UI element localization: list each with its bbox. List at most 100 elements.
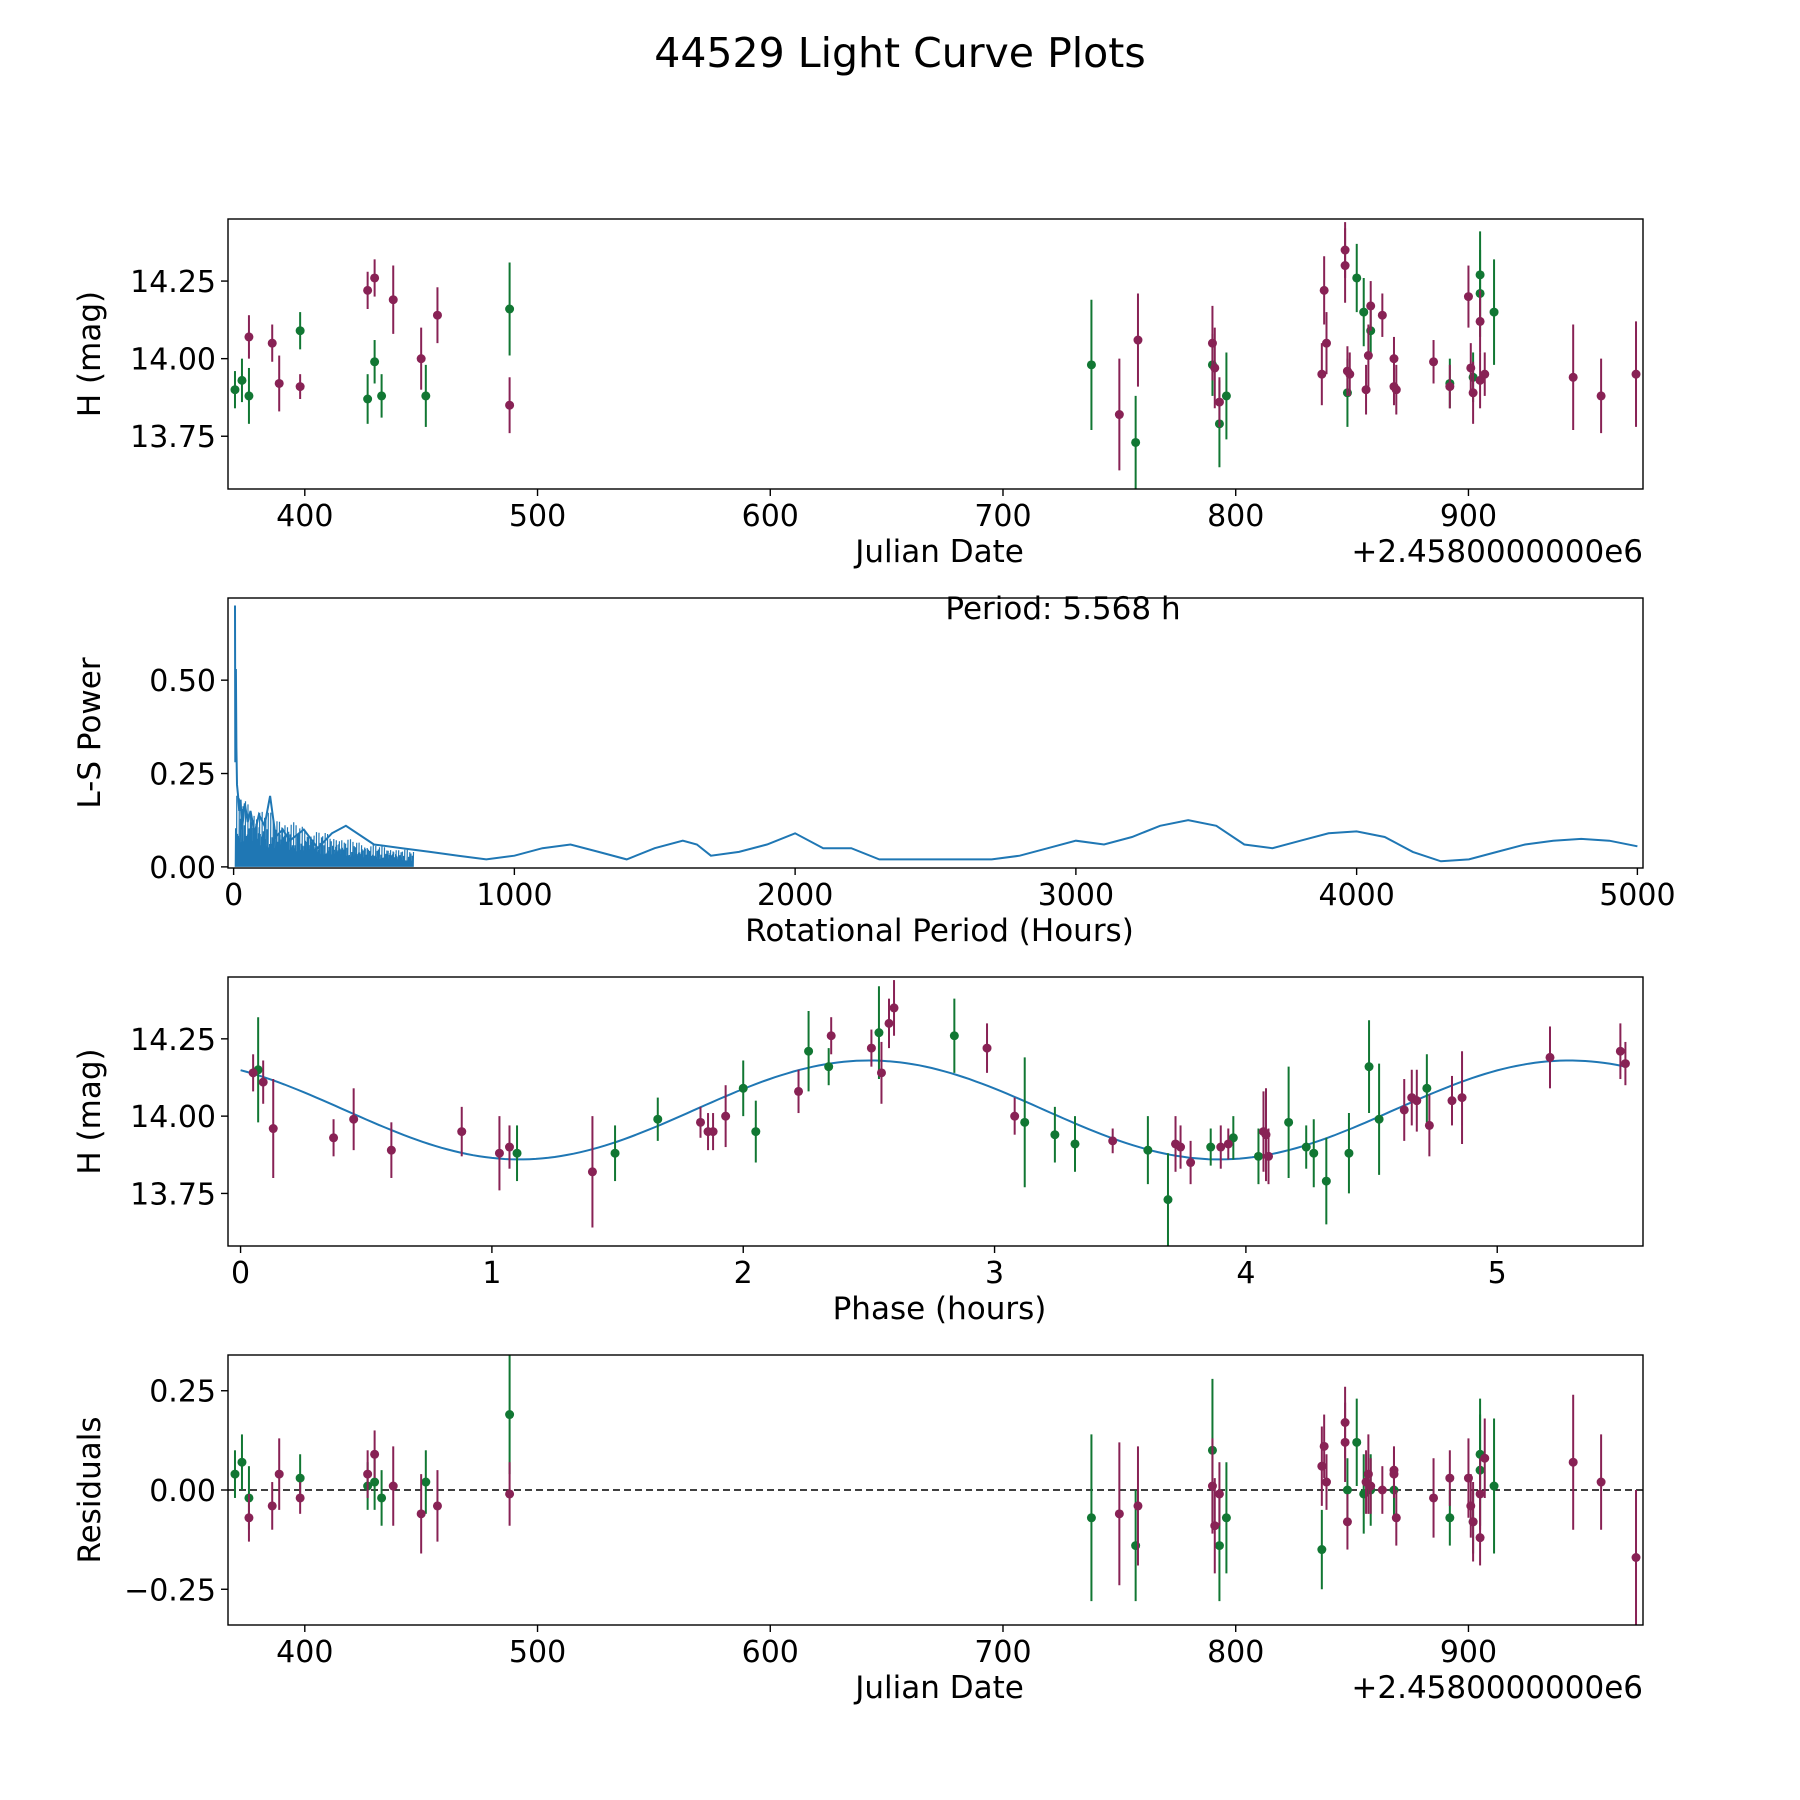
r-data-point xyxy=(1322,339,1331,348)
x-tick-label: 900 xyxy=(1440,1635,1497,1670)
x-tick-label: 1000 xyxy=(476,878,552,913)
g-data-point xyxy=(751,1127,760,1136)
r-data-point xyxy=(370,273,379,282)
g-data-point xyxy=(1087,360,1096,369)
x-tick-label: 500 xyxy=(509,499,566,534)
r-data-point xyxy=(890,1003,899,1012)
r-data-point xyxy=(387,1146,396,1155)
g-data-point xyxy=(230,1470,239,1479)
r-data-point xyxy=(1364,351,1373,360)
r-data-point xyxy=(505,1489,514,1498)
y-tick-label: 13.75 xyxy=(130,1177,216,1212)
g-data-point xyxy=(296,1474,305,1483)
phased-panel: 0 1 2 3 4 5 13.75 14.00 14.25 Phase (hours) H (mag… xyxy=(72,977,1643,1327)
y-tick-label: −0.25 xyxy=(124,1573,216,1608)
r-data-point xyxy=(1445,1474,1454,1483)
r-data-point xyxy=(1469,388,1478,397)
r-data-point xyxy=(1412,1096,1421,1105)
x-tick-label: 3 xyxy=(985,1256,1004,1291)
g-data-point xyxy=(824,1062,833,1071)
lightcurve-panel: 400 500 600 700 800 900 13.75 14.00 14.25 Julian … xyxy=(72,219,1643,570)
r-data-point xyxy=(1264,1152,1273,1161)
r-data-point xyxy=(505,1143,514,1152)
g-data-point xyxy=(421,1478,430,1487)
phased-frame xyxy=(228,977,1643,1246)
g-data-point xyxy=(1445,1513,1454,1522)
g-data-point xyxy=(296,326,305,335)
r-data-point xyxy=(1389,354,1398,363)
g-data-point xyxy=(1375,1115,1384,1124)
y-tick-label: 0.00 xyxy=(149,1474,216,1509)
r-data-point xyxy=(1366,301,1375,310)
x-tick-label: 800 xyxy=(1207,1635,1264,1670)
r-data-point xyxy=(1476,1533,1485,1542)
r-data-point xyxy=(1429,357,1438,366)
g-data-point xyxy=(230,385,239,394)
r-data-point xyxy=(1108,1136,1117,1145)
g-data-point xyxy=(1476,270,1485,279)
x-tick-label: 600 xyxy=(742,499,799,534)
g-data-point xyxy=(377,391,386,400)
r-data-point xyxy=(877,1068,886,1077)
residuals-y-axis-label: Residuals xyxy=(72,1416,108,1563)
r-data-point xyxy=(1425,1121,1434,1130)
g-data-point xyxy=(1215,1541,1224,1550)
r-data-point xyxy=(1210,1521,1219,1530)
r-data-point xyxy=(1210,363,1219,372)
r-data-point xyxy=(275,379,284,388)
r-data-point xyxy=(417,354,426,363)
r-data-point xyxy=(1469,1517,1478,1526)
x-tick-label: 2000 xyxy=(757,878,833,913)
periodogram-panel: Period: 5.568 h 0 1000 2000 3000 4000 50000.0… xyxy=(72,591,1676,949)
g-data-point xyxy=(1020,1118,1029,1127)
r-data-point xyxy=(249,1068,258,1077)
residuals-x-axis-label: Julian Date xyxy=(853,1670,1024,1706)
r-data-point xyxy=(1115,410,1124,419)
x-tick-label: 900 xyxy=(1440,499,1497,534)
r-data-point xyxy=(268,1501,277,1510)
g-data-point xyxy=(1254,1152,1263,1161)
g-data-point xyxy=(1302,1143,1311,1152)
x-tick-label: 800 xyxy=(1207,499,1264,534)
r-data-point xyxy=(588,1167,597,1176)
r-data-point xyxy=(1133,336,1142,345)
r-data-point xyxy=(867,1044,876,1053)
r-data-point xyxy=(1366,1482,1375,1491)
g-data-point xyxy=(1344,1149,1353,1158)
r-data-point xyxy=(1597,391,1606,400)
r-data-point xyxy=(1400,1105,1409,1114)
y-tick-label: 0.50 xyxy=(149,664,216,699)
periodogram-x-axis-label: Rotational Period (Hours) xyxy=(745,913,1134,949)
g-data-point xyxy=(1131,438,1140,447)
r-data-point xyxy=(1378,1486,1387,1495)
x-tick-label: 700 xyxy=(974,499,1031,534)
x-tick-label: 600 xyxy=(742,1635,799,1670)
r-data-point xyxy=(1447,1096,1456,1105)
g-data-point xyxy=(1490,308,1499,317)
r-data-point xyxy=(389,1482,398,1491)
r-data-point xyxy=(1392,1513,1401,1522)
r-data-point xyxy=(1476,1489,1485,1498)
model-fit-curve xyxy=(241,1061,1623,1160)
r-data-point xyxy=(1320,1442,1329,1451)
r-data-point xyxy=(363,286,372,295)
r-data-point xyxy=(1632,370,1641,379)
r-data-point xyxy=(1322,1478,1331,1487)
y-tick-label: 0.25 xyxy=(149,1375,216,1410)
r-data-point xyxy=(1632,1553,1641,1562)
y-tick-label: 0.00 xyxy=(149,851,216,886)
r-data-point xyxy=(296,382,305,391)
x-tick-label: 0 xyxy=(231,1256,250,1291)
g-data-point xyxy=(513,1149,522,1158)
g-data-point xyxy=(1222,391,1231,400)
r-data-point xyxy=(1392,385,1401,394)
phased-plot-area xyxy=(241,980,1630,1246)
residuals-panel: 400 500 600 700 800 900−0.250.000.25Julian Da… xyxy=(72,1355,1643,1706)
r-data-point xyxy=(275,1470,284,1479)
g-data-point xyxy=(1143,1146,1152,1155)
x-tick-label: 2 xyxy=(734,1256,753,1291)
g-data-point xyxy=(1070,1139,1079,1148)
r-data-point xyxy=(794,1087,803,1096)
r-data-point xyxy=(1345,370,1354,379)
g-data-point xyxy=(611,1149,620,1158)
